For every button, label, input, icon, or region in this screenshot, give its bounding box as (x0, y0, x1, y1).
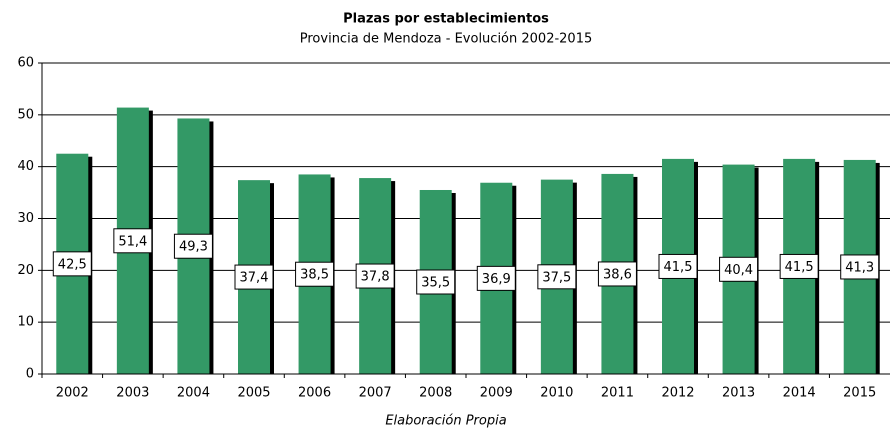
chart-subtitle: Provincia de Mendoza - Evolución 2002-20… (300, 32, 592, 47)
value-label-box (840, 254, 880, 280)
value-label-box (52, 251, 92, 277)
value-label: 49,3 (179, 240, 208, 255)
value-label-box (476, 265, 516, 291)
x-tick-label: 2008 (419, 386, 452, 401)
value-label: 37,8 (361, 270, 390, 285)
value-label-box (416, 269, 456, 295)
chart-title: Plazas por establecimientos (343, 12, 549, 27)
value-label: 37,4 (240, 271, 269, 286)
x-tick-label: 2004 (177, 386, 210, 401)
x-tick-label: 2011 (601, 386, 634, 401)
x-tick-label: 2012 (661, 386, 694, 401)
value-label-box (597, 261, 637, 287)
y-tick-label: 20 (17, 263, 34, 278)
value-label-box (719, 256, 759, 282)
value-label: 41,3 (845, 260, 874, 275)
x-tick-label: 2005 (237, 386, 270, 401)
x-tick-label: 2014 (783, 386, 816, 401)
x-tick-label: 2013 (722, 386, 755, 401)
x-tick-label: 2007 (359, 386, 392, 401)
value-label-box (537, 264, 577, 290)
value-label: 51,4 (118, 234, 147, 249)
x-tick-label: 2015 (843, 386, 876, 401)
value-label: 35,5 (421, 275, 450, 290)
value-label-box (355, 263, 395, 289)
value-label: 42,5 (58, 257, 87, 272)
x-tick-label: 2003 (116, 386, 149, 401)
y-tick-label: 0 (26, 367, 34, 382)
value-label-box (779, 253, 819, 279)
value-label: 38,5 (300, 268, 329, 283)
value-label: 40,4 (724, 263, 753, 278)
x-tick-label: 2006 (298, 386, 331, 401)
y-tick-label: 30 (17, 211, 34, 226)
x-tick-label: 2009 (480, 386, 513, 401)
value-label-box (173, 233, 213, 259)
value-label: 41,5 (785, 260, 814, 275)
y-tick-label: 60 (17, 56, 34, 71)
value-label-box (658, 253, 698, 279)
value-label: 38,6 (603, 267, 632, 282)
value-label-box (113, 228, 153, 254)
x-axis-label: Elaboración Propia (385, 414, 506, 429)
value-label: 36,9 (482, 272, 511, 287)
value-label: 41,5 (664, 260, 693, 275)
value-label-box (295, 261, 335, 287)
value-label: 37,5 (542, 270, 571, 285)
y-tick-label: 50 (17, 107, 34, 122)
x-tick-label: 2010 (540, 386, 573, 401)
y-tick-label: 40 (17, 159, 34, 174)
value-label-box (234, 264, 274, 290)
y-tick-label: 10 (17, 315, 34, 330)
x-tick-label: 2002 (56, 386, 89, 401)
